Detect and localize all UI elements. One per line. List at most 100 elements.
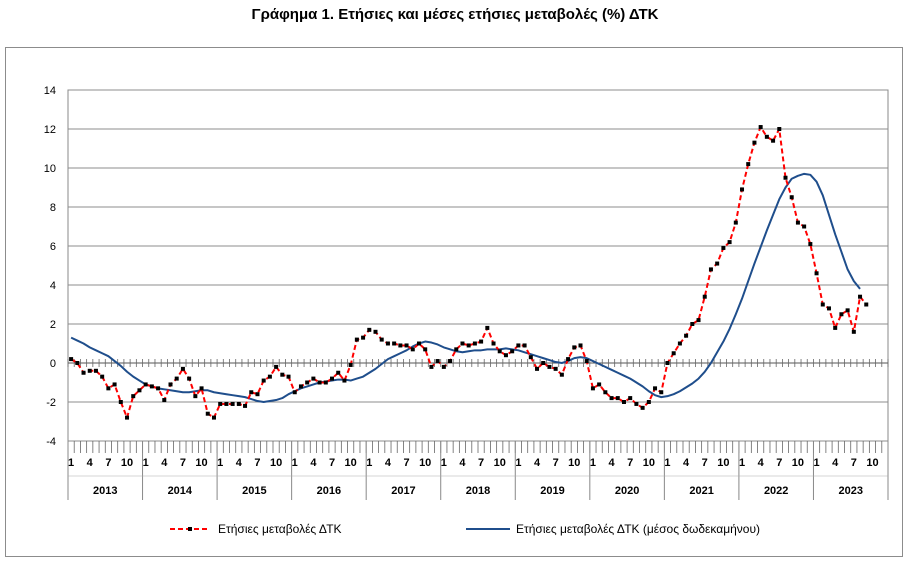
data-point [541,361,546,365]
data-point [628,396,633,401]
y-tick-label: 4 [50,280,56,292]
x-tick-label: 1 [68,457,74,469]
plot-area [67,89,889,442]
data-point [789,195,794,200]
data-point [845,308,850,313]
data-point [255,392,260,397]
data-point [100,374,105,379]
x-tick-label: 4 [683,457,690,469]
data-point [491,341,496,346]
data-point [690,322,695,326]
x-tick-label: 1 [739,457,745,469]
data-point [553,366,558,371]
data-point [174,376,179,381]
data-point [858,294,863,299]
data-point [802,224,807,229]
x-tick-label: 7 [553,457,559,469]
x-tick-label: 10 [568,457,580,469]
data-point [373,329,378,334]
data-point [429,364,434,369]
data-point [330,376,335,381]
data-point [323,380,328,385]
data-point [516,343,521,348]
data-point [243,403,248,408]
data-point [305,380,310,385]
data-point [752,140,757,145]
data-point [298,384,303,389]
data-point [125,415,130,420]
data-point [75,361,80,365]
data-point [143,382,148,387]
data-point [597,382,602,387]
data-point [416,341,421,346]
data-point [410,347,415,352]
year-label: 2015 [242,485,266,497]
x-tick-label: 4 [385,457,392,469]
data-point [472,341,477,346]
data-point [485,325,490,330]
y-tick-label: 0 [50,358,56,370]
data-point [764,134,769,139]
data-point [199,386,204,391]
data-point [205,411,210,416]
data-point [361,335,366,340]
x-tick-label: 4 [608,457,615,469]
data-point [81,370,86,375]
data-point [684,333,689,338]
data-point [646,400,651,404]
data-point [112,382,117,387]
data-point [771,138,776,143]
y-tick-label: 10 [44,163,56,175]
y-tick-label: 6 [50,241,56,253]
data-point [547,364,552,369]
data-point [590,386,595,391]
x-tick-label: 1 [441,457,447,469]
data-point [149,384,154,389]
data-point [274,364,279,369]
data-point [808,242,813,247]
data-point [634,401,639,406]
data-point [621,400,626,404]
data-point [708,267,713,272]
data-point [236,401,241,406]
x-tick-label: 7 [478,457,484,469]
data-point [733,220,738,225]
data-point [218,401,223,406]
data-point [448,359,453,364]
x-tick-label: 10 [345,457,357,469]
data-point [342,378,347,383]
data-point [696,318,701,323]
year-label: 2023 [838,485,862,497]
data-point [435,359,440,364]
x-tick-label: 7 [329,457,335,469]
data-point [603,390,608,395]
data-point [441,364,446,369]
x-tick-label: 10 [792,457,804,469]
data-point [510,349,515,354]
data-point [522,343,527,348]
data-point [93,368,98,373]
data-point [286,374,291,379]
data-point [503,353,508,358]
legend-marker-annual [188,527,192,531]
x-tick-label: 7 [254,457,260,469]
data-point [659,390,664,395]
data-point [336,370,341,375]
x-tick-label: 1 [590,457,596,469]
data-point [193,394,198,399]
year-label: 2022 [764,485,788,497]
data-point [267,374,272,379]
x-tick-label: 10 [494,457,506,469]
y-tick-label: -4 [46,436,56,448]
data-point [280,372,285,377]
data-point [261,378,266,383]
data-point [677,341,682,346]
x-tick-label: 1 [292,457,298,469]
data-point [826,306,831,311]
x-tick-label: 10 [643,457,655,469]
data-point [615,396,620,401]
y-tick-label: 14 [44,85,56,97]
x-tick-label: 1 [664,457,670,469]
data-point [727,240,732,245]
